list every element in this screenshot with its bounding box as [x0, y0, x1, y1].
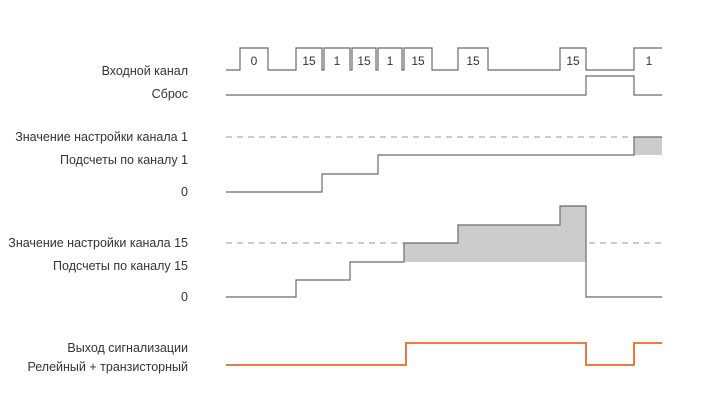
pulse-label: 1 [387, 54, 394, 68]
counts-ch15-excess-fill [404, 206, 586, 262]
label-zero-ch1: 0 [181, 185, 188, 199]
counts-ch15-signal [226, 205, 662, 298]
label-setpoint-ch1: Значение настройки канала 1 [15, 130, 188, 144]
pulse-label: 15 [411, 54, 425, 68]
input-channel-signal [226, 47, 662, 71]
pulse-label: 15 [357, 54, 371, 68]
label-setpoint-ch15: Значение настройки канала 15 [8, 236, 188, 250]
pulse-label: 1 [646, 54, 653, 68]
pulse-label: 15 [566, 54, 580, 68]
pulse-label: 0 [251, 54, 258, 68]
pulse-label: 1 [334, 54, 341, 68]
label-counts-ch15: Подсчеты по каналу 15 [53, 259, 188, 273]
pulse-label: 15 [466, 54, 480, 68]
label-zero-ch15: 0 [181, 290, 188, 304]
reset-signal [226, 75, 662, 96]
counts-ch1-signal [226, 136, 662, 193]
label-alarm-output: Выход сигнализации [67, 341, 188, 355]
label-input-channel: Входной канал [102, 64, 188, 78]
label-reset: Сброс [152, 87, 188, 101]
pulse-label: 15 [302, 54, 316, 68]
label-relay-transistor: Релейный + транзисторный [27, 360, 188, 374]
counts-ch1-excess-fill [634, 137, 662, 155]
label-counts-ch1: Подсчеты по каналу 1 [60, 153, 188, 167]
alarm-output-signal [226, 342, 662, 366]
